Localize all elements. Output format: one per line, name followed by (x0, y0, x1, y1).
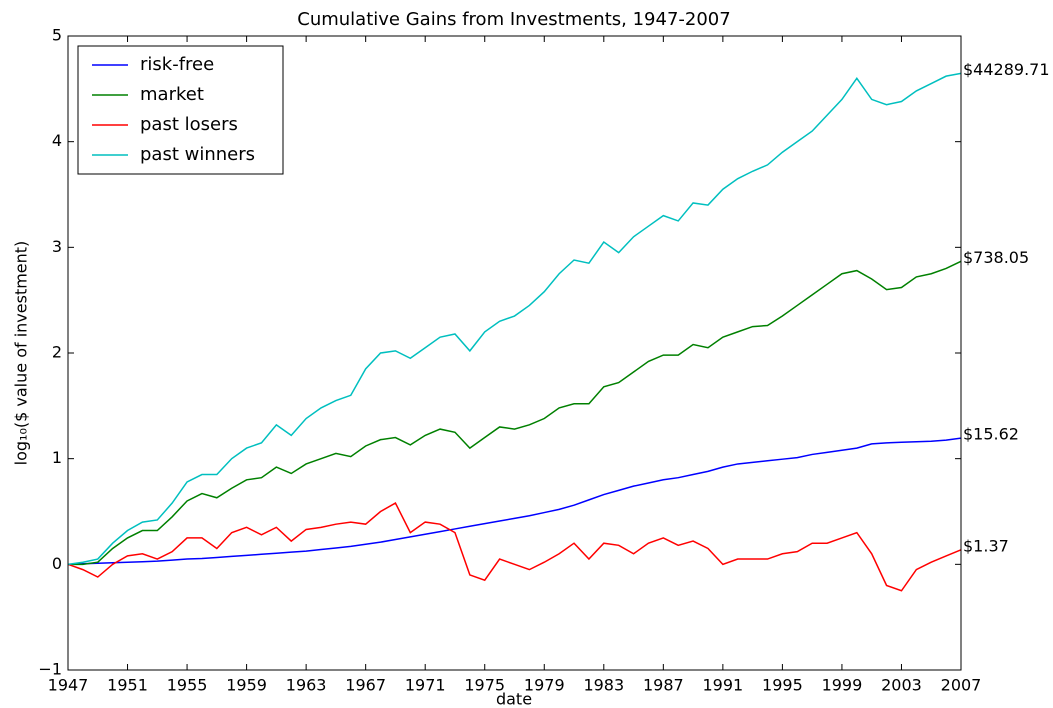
y-tick-label: 2 (52, 343, 62, 362)
x-tick-label: 1947 (48, 676, 89, 695)
x-tick-label: 1955 (167, 676, 208, 695)
x-tick-label: 2007 (941, 676, 982, 695)
x-tick-label: 1979 (524, 676, 565, 695)
x-tick-label: 2003 (881, 676, 922, 695)
y-tick-label: −1 (38, 660, 62, 679)
series-line (67, 72, 962, 566)
y-axis-label: log₁₀($ value of investment) (12, 241, 31, 466)
end-label: $15.62 (963, 425, 1019, 444)
x-tick-label: 1959 (226, 676, 267, 695)
series-line (67, 437, 962, 566)
y-tick-label: 0 (52, 554, 62, 573)
x-tick-label: 1999 (822, 676, 863, 695)
x-axis-label: date (496, 690, 532, 708)
legend-label: market (140, 84, 204, 105)
end-label: $1.37 (963, 536, 1009, 555)
y-tick-label: 3 (52, 237, 62, 256)
x-tick-label: 1967 (345, 676, 386, 695)
y-tick-label: 5 (52, 26, 62, 45)
x-tick-label: 1991 (703, 676, 744, 695)
x-tick-label: 1987 (643, 676, 684, 695)
end-label: $738.05 (963, 248, 1029, 267)
legend-box (77, 45, 284, 175)
series-line (67, 502, 962, 592)
x-tick-label: 1971 (405, 676, 446, 695)
y-tick-label: 4 (52, 131, 62, 150)
x-tick-label: 1975 (464, 676, 505, 695)
legend-label: past winners (140, 144, 255, 165)
plot-frame (67, 35, 962, 671)
x-tick-label: 1995 (762, 676, 803, 695)
legend-label: past losers (140, 114, 238, 135)
chart-title: Cumulative Gains from Investments, 1947-… (297, 9, 730, 30)
x-tick-label: 1983 (583, 676, 624, 695)
legend-label: risk-free (140, 54, 214, 75)
x-tick-label: 1951 (107, 676, 148, 695)
y-tick-label: 1 (52, 448, 62, 467)
series-line (68, 260, 962, 566)
x-tick-label: 1963 (286, 676, 327, 695)
end-label: $44289.71 (963, 60, 1050, 79)
